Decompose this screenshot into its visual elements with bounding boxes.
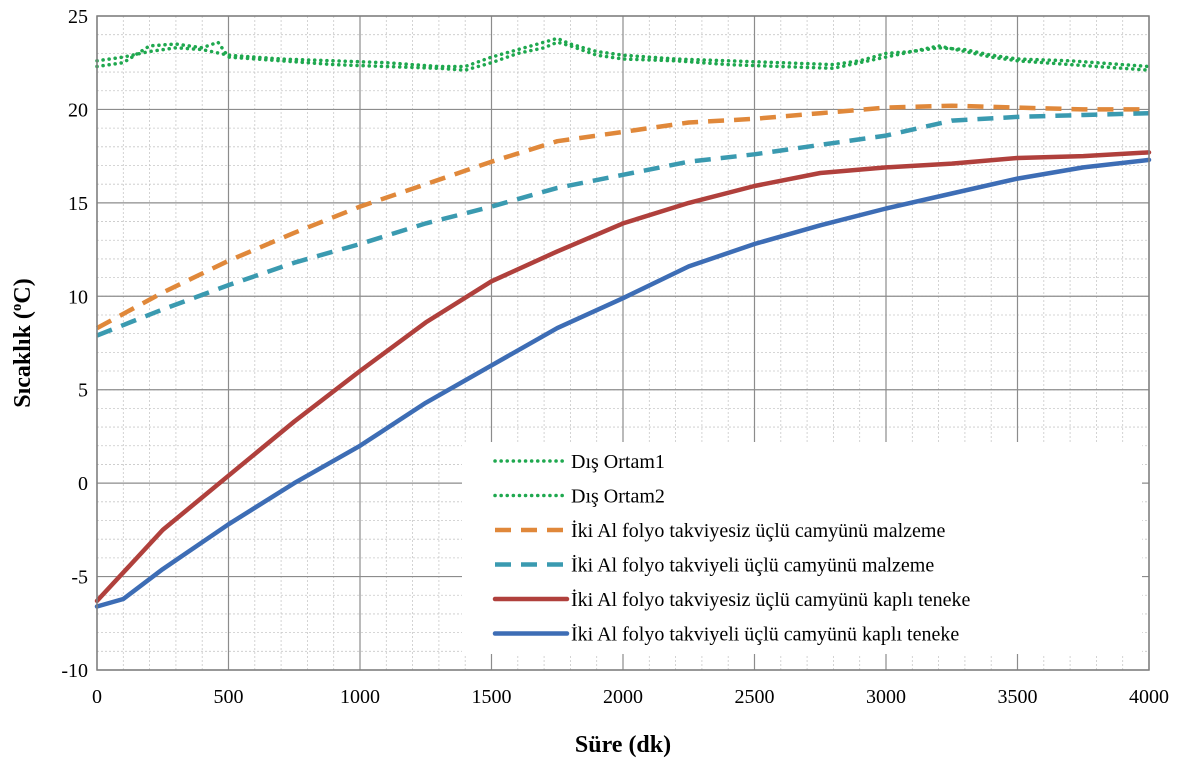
x-tick-label: 3000 [866,686,906,708]
legend-label-3: İki Al folyo takviyesiz üçlü camyünü mal… [571,519,945,542]
y-tick-label: -5 [71,567,88,589]
x-axis-title: Süre (dk) [575,732,671,758]
series-line-3 [95,103,1149,331]
plot-border [96,15,1150,671]
legend-box [462,442,1142,654]
x-tick-label: 1500 [472,686,512,708]
x-tick-labels: 0 500 1000 1500 2000 2500 3000 3500 4000 [92,686,1169,708]
legend-label-4: İki Al folyo takviyeli üçlü camyünü malz… [571,554,934,577]
legend-label-1: Dış Ortam1 [571,451,665,473]
y-tick-label: 20 [68,99,88,121]
x-tick-label: 0 [92,686,102,708]
series-line-1 [95,36,1151,69]
y-tick-label: 0 [78,473,88,495]
legend-label-2: Dış Ortam2 [571,486,665,508]
series-line-6 [94,157,1152,609]
y-tick-label: 25 [68,6,88,28]
y-tick-label: 10 [68,286,88,308]
series-line-4 [96,110,1150,338]
x-tick-label: 2000 [603,686,643,708]
legend-label-5: İki Al folyo takviyesiz üçlü camyünü kap… [571,588,970,611]
y-tick-label: 5 [78,380,88,402]
x-tick-label: 500 [214,686,244,708]
series-line-2 [95,40,1151,72]
y-axis-title-sup: o [9,304,25,312]
y-tick-label: -10 [61,660,88,682]
series-layer [94,36,1152,609]
x-tick-label: 3500 [998,686,1038,708]
x-tick-label: 4000 [1129,686,1169,708]
x-tick-label: 1000 [340,686,380,708]
x-tick-label: 2500 [735,686,775,708]
series-line-5 [94,150,1152,604]
legend: Dış Ortam1 Dış Ortam2 İki Al folyo takviye… [462,442,1142,654]
legend-label-6: İki Al folyo takviyeli üçlü camyünü kapl… [571,623,959,646]
y-tick-label: 15 [68,193,88,215]
y-tick-labels: -10 -5 0 5 10 15 20 25 [61,6,88,682]
y-axis-title: Sıcaklık (oC) [9,278,36,408]
